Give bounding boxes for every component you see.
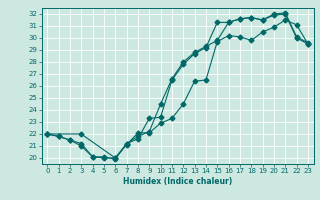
X-axis label: Humidex (Indice chaleur): Humidex (Indice chaleur) bbox=[123, 177, 232, 186]
